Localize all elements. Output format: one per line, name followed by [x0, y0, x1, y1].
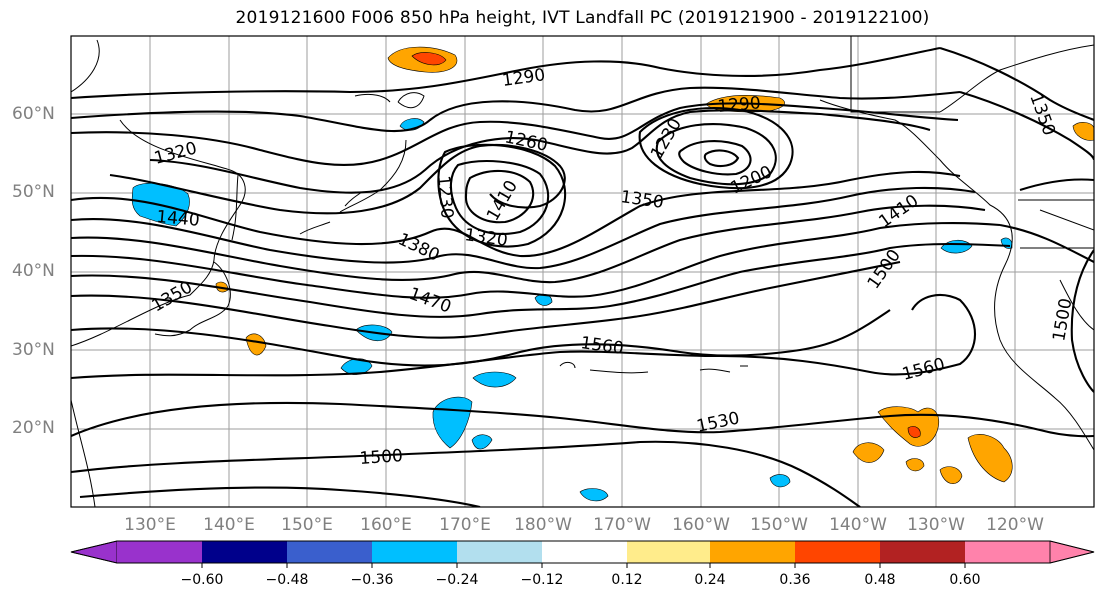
colorbar-tick-label: 0.24 — [694, 572, 726, 588]
colorbar-high-extend — [1049, 540, 1095, 564]
colorbar-bin — [965, 541, 1050, 563]
colorbar-low-extend — [70, 540, 118, 564]
contour-label: 1560 — [579, 333, 625, 359]
colorbar — [70, 540, 1095, 568]
lat-label-60n: 60°N — [12, 104, 55, 124]
contour-label: 1470 — [406, 284, 453, 318]
colorbar-bin — [880, 541, 965, 563]
contour-label: 1500 — [359, 446, 404, 469]
colorbar-bin — [795, 541, 880, 563]
lon-label-170w: 170°W — [593, 515, 651, 535]
colorbar-tick-label: −0.60 — [180, 572, 224, 588]
colorbar-tick-label: 0.48 — [864, 572, 896, 588]
colorbar-bin — [627, 541, 710, 563]
contour-label: 1350 — [1025, 91, 1059, 138]
map-frame — [70, 35, 1095, 508]
colorbar-bin — [372, 541, 457, 563]
colorbar-tick-label: 0.60 — [949, 572, 981, 588]
lon-label-170e: 170°E — [439, 515, 491, 535]
contour-label: 1230 — [433, 175, 457, 220]
colorbar-bin — [117, 541, 202, 563]
lat-label-50n: 50°N — [12, 182, 55, 202]
map-title: 2019121600 F006 850 hPa height, IVT Land… — [235, 8, 930, 28]
lat-label-30n: 30°N — [12, 340, 55, 360]
contour-label: 1350 — [619, 187, 665, 213]
colorbar-bin — [542, 541, 627, 563]
lon-label-150e: 150°E — [281, 515, 333, 535]
ivt-shading — [131, 46, 1094, 502]
lon-label-120w: 120°W — [986, 515, 1044, 535]
lon-label-150w: 150°W — [750, 515, 808, 535]
colorbar-bin — [457, 541, 542, 563]
colorbar-bin — [202, 541, 287, 563]
contour-label: 1320 — [463, 225, 509, 251]
lat-label-20n: 20°N — [12, 418, 55, 438]
lon-label-140w: 140°W — [829, 515, 887, 535]
contour-label: 1440 — [156, 207, 201, 231]
lon-label-180w: 180°W — [514, 515, 572, 535]
height-contours — [71, 46, 1094, 507]
contour-label: 1290 — [501, 65, 547, 91]
colorbar-tick-label: 0.12 — [611, 572, 643, 588]
colorbar-tick-label: −0.48 — [265, 572, 309, 588]
colorbar-tick-label: −0.36 — [350, 572, 394, 588]
lon-label-130e: 130°E — [124, 515, 176, 535]
lat-label-40n: 40°N — [12, 261, 55, 281]
lon-label-160e: 160°E — [360, 515, 412, 535]
contour-label: 1560 — [900, 354, 947, 385]
colorbar-tick-label: 0.36 — [779, 572, 811, 588]
colorbar-bin — [287, 541, 372, 563]
contour-label: 1530 — [695, 408, 741, 437]
lon-label-160w: 160°W — [672, 515, 730, 535]
lon-label-130w: 130°W — [907, 515, 965, 535]
contour-label: 1260 — [503, 127, 549, 156]
colorbar-bin — [710, 541, 795, 563]
graticule — [71, 36, 1094, 507]
colorbar-tick-label: −0.24 — [435, 572, 479, 588]
contour-label: 1290 — [717, 93, 762, 117]
contour-label: 1350 — [149, 277, 196, 316]
lon-label-140e: 140°E — [203, 515, 255, 535]
colorbar-tick-label: −0.12 — [520, 572, 564, 588]
